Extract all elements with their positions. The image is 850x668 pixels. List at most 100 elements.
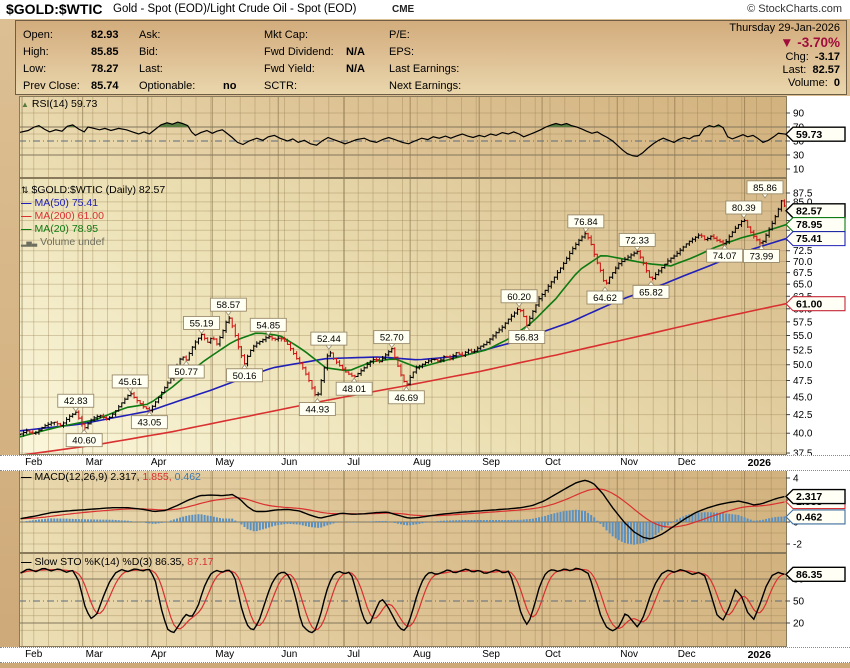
- ask-label: Ask:: [139, 29, 161, 41]
- axis-callout: 2.317: [785, 488, 846, 505]
- price-annotation: 73.99: [743, 244, 780, 263]
- symbol-title: $GOLD:$WTIC: [6, 1, 103, 17]
- axis-tick-label: 42.5: [793, 410, 813, 421]
- price-annotation: 72.33: [618, 232, 656, 252]
- rsi-area-icon: ▲: [21, 100, 29, 109]
- legend-ma20-row: — MA(20) 78.95: [21, 223, 99, 235]
- optionable-value: no: [223, 80, 237, 92]
- rsi-panel-bg: [19, 96, 786, 178]
- high-label: High:: [23, 46, 49, 58]
- stockcharts-credit: © StockCharts.com: [747, 3, 842, 15]
- svg-text:42.83: 42.83: [64, 396, 88, 407]
- svg-text:72.33: 72.33: [625, 235, 649, 246]
- axis-tick-label: 4: [793, 474, 799, 485]
- quote-date: Thursday 29-Jan-2026: [729, 22, 840, 34]
- axis-callout: 78.95: [785, 217, 846, 233]
- axis-callout: 59.73: [785, 126, 846, 142]
- next-earnings-label: Next Earnings:: [389, 80, 462, 92]
- svg-text:43.05: 43.05: [137, 418, 161, 429]
- svg-text:78.95: 78.95: [796, 219, 822, 231]
- price-annotation: 85.86: [746, 180, 784, 199]
- svg-text:52.70: 52.70: [380, 333, 404, 344]
- svg-text:55.19: 55.19: [190, 318, 214, 329]
- month-label: Jun: [281, 457, 298, 468]
- svg-text:46.69: 46.69: [394, 393, 418, 404]
- month-label: Jul: [347, 457, 360, 468]
- chg-row: Chg: -3.17: [785, 51, 840, 63]
- price-annotation: 42.83: [57, 393, 95, 412]
- axis-tick-label: 50: [793, 596, 805, 607]
- month-label: Nov: [620, 457, 639, 468]
- svg-text:76.84: 76.84: [574, 217, 598, 228]
- ma50-line-icon: —: [21, 197, 32, 209]
- axis-callout: 86.35: [785, 566, 846, 583]
- month-label: Nov: [620, 649, 639, 660]
- svg-text:40.60: 40.60: [72, 436, 96, 447]
- sto-panel-bg: [19, 553, 786, 647]
- axis-tick-label: 67.5: [793, 268, 813, 279]
- optionable-label: Optionable:: [139, 80, 196, 92]
- macd-signal-value: 1.855,: [142, 471, 172, 483]
- symbol-description: Gold - Spot (EOD)/Light Crude Oil - Spot…: [113, 3, 357, 15]
- axis-tick-label: -2: [793, 540, 802, 551]
- right-axis-column: [786, 96, 850, 647]
- ma20-line-icon: —: [21, 223, 32, 235]
- macd-legend: — MACD(12,26,9) 2.317, 1.855, 0.462: [21, 471, 201, 483]
- price-annotation: 56.83: [508, 325, 546, 344]
- month-label: Feb: [25, 649, 43, 660]
- sto-k-value: 86.35,: [155, 556, 185, 568]
- svg-text:52.44: 52.44: [317, 334, 341, 345]
- ma200-line-icon: —: [21, 210, 32, 222]
- svg-text:0.462: 0.462: [796, 512, 822, 524]
- axis-tick-label: 57.5: [793, 317, 813, 328]
- axis-tick-label: 52.5: [793, 345, 813, 356]
- svg-text:58.57: 58.57: [217, 300, 241, 311]
- svg-text:54.85: 54.85: [256, 320, 280, 331]
- svg-text:80.39: 80.39: [732, 203, 756, 214]
- title-bar: $GOLD:$WTIC Gold - Spot (EOD)/Light Crud…: [0, 0, 850, 19]
- svg-text:45.61: 45.61: [118, 377, 142, 388]
- macd-hist-value: 0.462: [174, 471, 201, 483]
- svg-text:50.16: 50.16: [233, 371, 257, 382]
- volume-row: Volume: 0: [788, 77, 840, 89]
- axis-callout: 0.462: [785, 509, 846, 525]
- sto-legend: — Slow STO %K(14) %D(3) 86.35, 87.17: [21, 556, 214, 568]
- price-annotation: 43.05: [130, 411, 168, 430]
- svg-text:75.41: 75.41: [796, 233, 822, 245]
- axis-tick-label: 37.5: [793, 449, 813, 455]
- last-label: Last:: [139, 63, 163, 75]
- svg-text:74.07: 74.07: [713, 251, 737, 262]
- sctr-label: SCTR:: [264, 80, 297, 92]
- month-label: Apr: [150, 649, 167, 660]
- axis-tick-label: 30: [793, 151, 805, 162]
- pct-change: ▼ -3.70%: [780, 35, 840, 50]
- price-annotation: 55.19: [183, 315, 220, 335]
- eps-label: EPS:: [389, 46, 415, 58]
- axis-tick-label: 85.0: [793, 197, 813, 208]
- month-label: Jul: [347, 649, 360, 660]
- svg-text:86.35: 86.35: [796, 569, 822, 581]
- month-label: Feb: [25, 457, 43, 468]
- sto-d-value: 87.17: [187, 556, 214, 568]
- month-label: Jun: [281, 649, 298, 660]
- svg-text:56.83: 56.83: [515, 332, 539, 343]
- axis-tick-label: 87.5: [793, 189, 813, 200]
- fwd-dividend-label: Fwd Dividend:: [264, 46, 334, 58]
- price-annotation: 58.57: [209, 297, 247, 316]
- high-value: 85.85: [91, 46, 119, 58]
- month-label: May: [215, 649, 235, 660]
- month-label: Dec: [677, 457, 696, 468]
- price-annotation: 46.69: [387, 386, 425, 405]
- axis-tick-label: 40.0: [793, 429, 813, 440]
- svg-text:59.73: 59.73: [796, 129, 822, 141]
- price-annotation: 54.85: [249, 317, 287, 337]
- axis-tick-label: 47.5: [793, 376, 813, 387]
- month-label: Mar: [85, 457, 103, 468]
- macd-line-icon: —: [21, 471, 32, 483]
- price-annotation: 52.70: [373, 330, 411, 349]
- month-label: Oct: [545, 649, 561, 660]
- svg-text:82.57: 82.57: [796, 205, 822, 217]
- month-label: Aug: [413, 457, 431, 468]
